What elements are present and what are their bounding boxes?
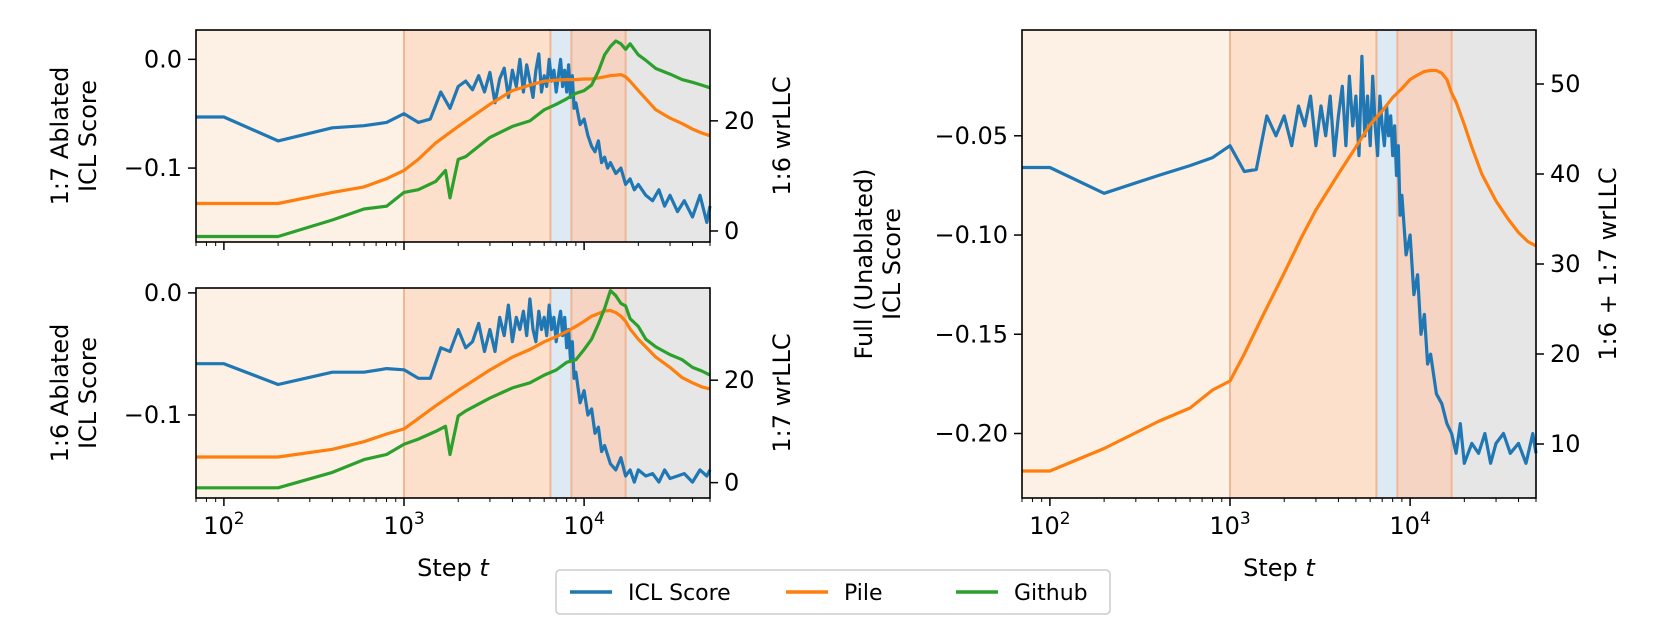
- y-tick-label-left: 0.0: [144, 45, 182, 73]
- y-axis-label-left: Full (Unablated)ICL Score: [850, 169, 906, 360]
- legend-label: ICL Score: [628, 581, 731, 606]
- y-tick-label-right: 40: [1550, 160, 1581, 188]
- legend-label: Pile: [844, 581, 883, 606]
- y-axis-label-left: 1:6 AblatedICL Score: [46, 324, 102, 463]
- y-tick-label-right: 0: [724, 469, 739, 497]
- y-tick-label-right: 30: [1550, 250, 1581, 278]
- y-axis-label-right: 1:6 + 1:7 wrLLC: [1594, 167, 1622, 360]
- stage-region: [571, 30, 626, 242]
- x-tick-label: 102: [1029, 509, 1070, 540]
- series-line-icl-score: [196, 297, 712, 484]
- series-line-icl-score: [1022, 54, 1538, 465]
- y-tick-label-right: 20: [724, 366, 755, 394]
- stage-region: [1022, 30, 1231, 498]
- plot-frame: [195, 287, 711, 499]
- series-line-pile: [196, 72, 711, 206]
- y-tick-label-left: −0.15: [934, 320, 1008, 348]
- y-axis-label-left: 1:7 AblatedICL Score: [46, 67, 102, 206]
- y-tick-label-left: −0.05: [934, 122, 1008, 150]
- series-line-github: [196, 39, 711, 239]
- y-tick-label-left: −0.1: [124, 154, 182, 182]
- y-tick-label-left: −0.1: [124, 401, 182, 429]
- y-tick-label-right: 20: [1550, 340, 1581, 368]
- legend: ICL Score Pile Github: [555, 569, 1111, 615]
- y-tick-label-left: 0.0: [144, 279, 182, 307]
- y-tick-label-left: −0.20: [934, 419, 1008, 447]
- y-tick-label-right: 10: [1550, 430, 1581, 458]
- y-tick-label-right: 20: [724, 107, 755, 135]
- y-tick-label-left: −0.10: [934, 221, 1008, 249]
- y-tick-label-right: 0: [724, 217, 739, 245]
- legend-box: [555, 569, 1111, 615]
- stage-region: [1451, 30, 1536, 498]
- chart-panel-top-left: 0.0 −0.1 20 0 1:7 AblatedICL Score 1:6 wrLLC: [46, 29, 796, 250]
- stage-region: [196, 288, 405, 498]
- legend-label: Github: [1014, 581, 1088, 606]
- series-line-pile: [196, 308, 711, 459]
- x-tick-label: 103: [383, 509, 424, 540]
- y-tick-label-right: 50: [1550, 70, 1581, 98]
- x-tick-label: 104: [563, 509, 604, 540]
- stage-region: [625, 288, 710, 498]
- x-axis-label: Step t: [1243, 554, 1316, 582]
- stage-region: [625, 30, 710, 242]
- x-tick-label: 103: [1209, 509, 1250, 540]
- series-line-pile: [1022, 68, 1537, 473]
- x-axis-label: Step t: [417, 554, 490, 582]
- series-line-github: [196, 289, 711, 490]
- chart-panel-right: −0.05 −0.10 −0.15 −0.20 50 40 30 20 10 102 103 104 S…: [850, 29, 1622, 582]
- series-line-icl-score: [196, 52, 712, 224]
- stage-region: [1397, 30, 1452, 498]
- x-tick-label: 104: [1389, 509, 1430, 540]
- x-tick-label: 102: [203, 509, 244, 540]
- chart-panel-bottom-left: 0.0 −0.1 20 0 102 103 104 Step t 1:6 AblatedICL …: [46, 279, 796, 582]
- y-axis-label-right: 1:6 wrLLC: [768, 76, 796, 195]
- stage-region: [404, 30, 551, 242]
- plot-frame: [195, 29, 711, 243]
- y-axis-label-right: 1:7 wrLLC: [768, 333, 796, 452]
